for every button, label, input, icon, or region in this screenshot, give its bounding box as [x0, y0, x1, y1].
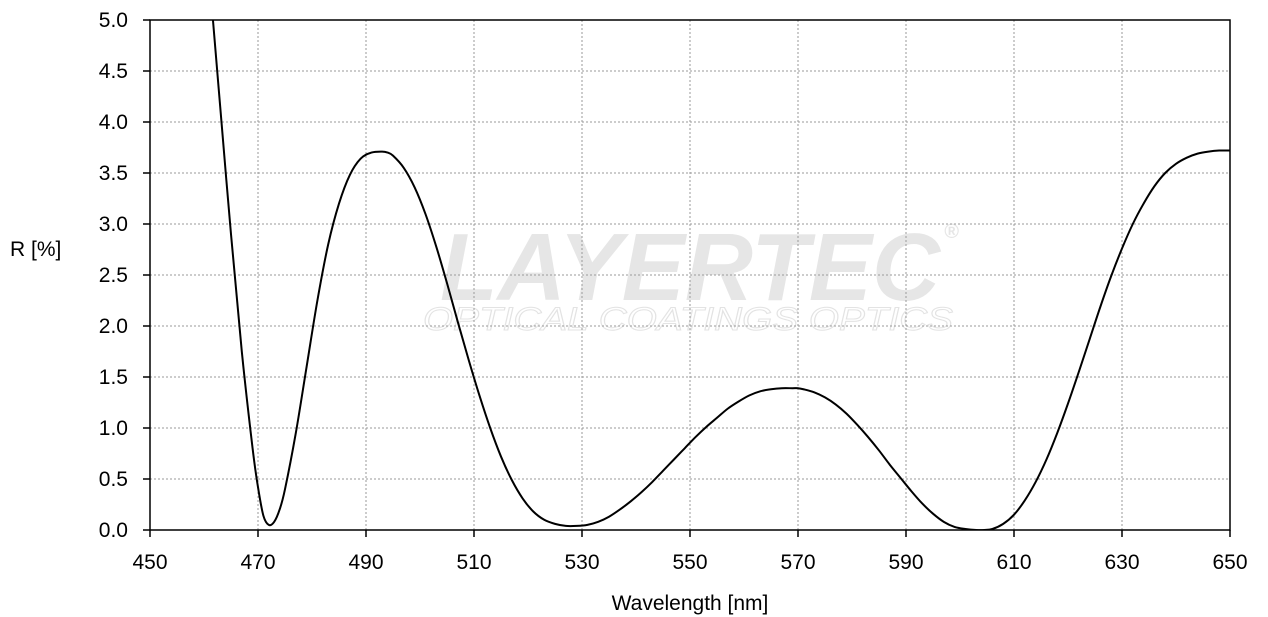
- x-tick-label: 510: [456, 551, 491, 574]
- y-tick-label: 4.0: [99, 111, 128, 134]
- y-axis-label: R [%]: [10, 238, 61, 261]
- grid-lines: [150, 20, 1230, 530]
- y-tick-label: 0.5: [99, 468, 128, 491]
- x-tick-labels: 450 470 490 510 530 550 570 590 610 630 650: [132, 551, 1247, 574]
- y-tick-label: 5.0: [99, 9, 128, 32]
- watermark-logo: LAYERTEC ® OPTICAL COATINGS OPTICS: [423, 214, 960, 338]
- watermark-registered-mark: ®: [944, 221, 959, 243]
- axis-ticks: [143, 19, 1231, 537]
- series-layer: [211, 20, 1230, 530]
- y-tick-label: 2.5: [99, 264, 128, 287]
- watermark-tagline: OPTICAL COATINGS OPTICS: [423, 301, 953, 337]
- reflectance-curve: [211, 20, 1230, 530]
- x-tick-label: 650: [1212, 551, 1247, 574]
- x-tick-label: 570: [780, 551, 815, 574]
- x-tick-label: 470: [240, 551, 275, 574]
- y-tick-label: 3.0: [99, 213, 128, 236]
- x-tick-label: 610: [996, 551, 1031, 574]
- x-tick-label: 450: [132, 551, 167, 574]
- x-tick-label: 490: [348, 551, 383, 574]
- x-tick-label: 630: [1104, 551, 1139, 574]
- x-tick-label: 530: [564, 551, 599, 574]
- y-tick-labels: 0.0 0.5 1.0 1.5 2.0 2.5 3.0 3.5 4.0 4.5 5.0: [99, 9, 128, 542]
- y-tick-label: 3.5: [99, 162, 128, 185]
- x-tick-label: 550: [672, 551, 707, 574]
- y-tick-label: 1.5: [99, 366, 128, 389]
- y-tick-label: 4.5: [99, 60, 128, 83]
- x-axis-label: Wavelength [nm]: [612, 592, 769, 615]
- x-tick-label: 590: [888, 551, 923, 574]
- y-tick-label: 0.0: [99, 519, 128, 542]
- y-tick-label: 2.0: [99, 315, 128, 338]
- watermark-brand: LAYERTEC: [440, 214, 942, 321]
- y-tick-label: 1.0: [99, 417, 128, 440]
